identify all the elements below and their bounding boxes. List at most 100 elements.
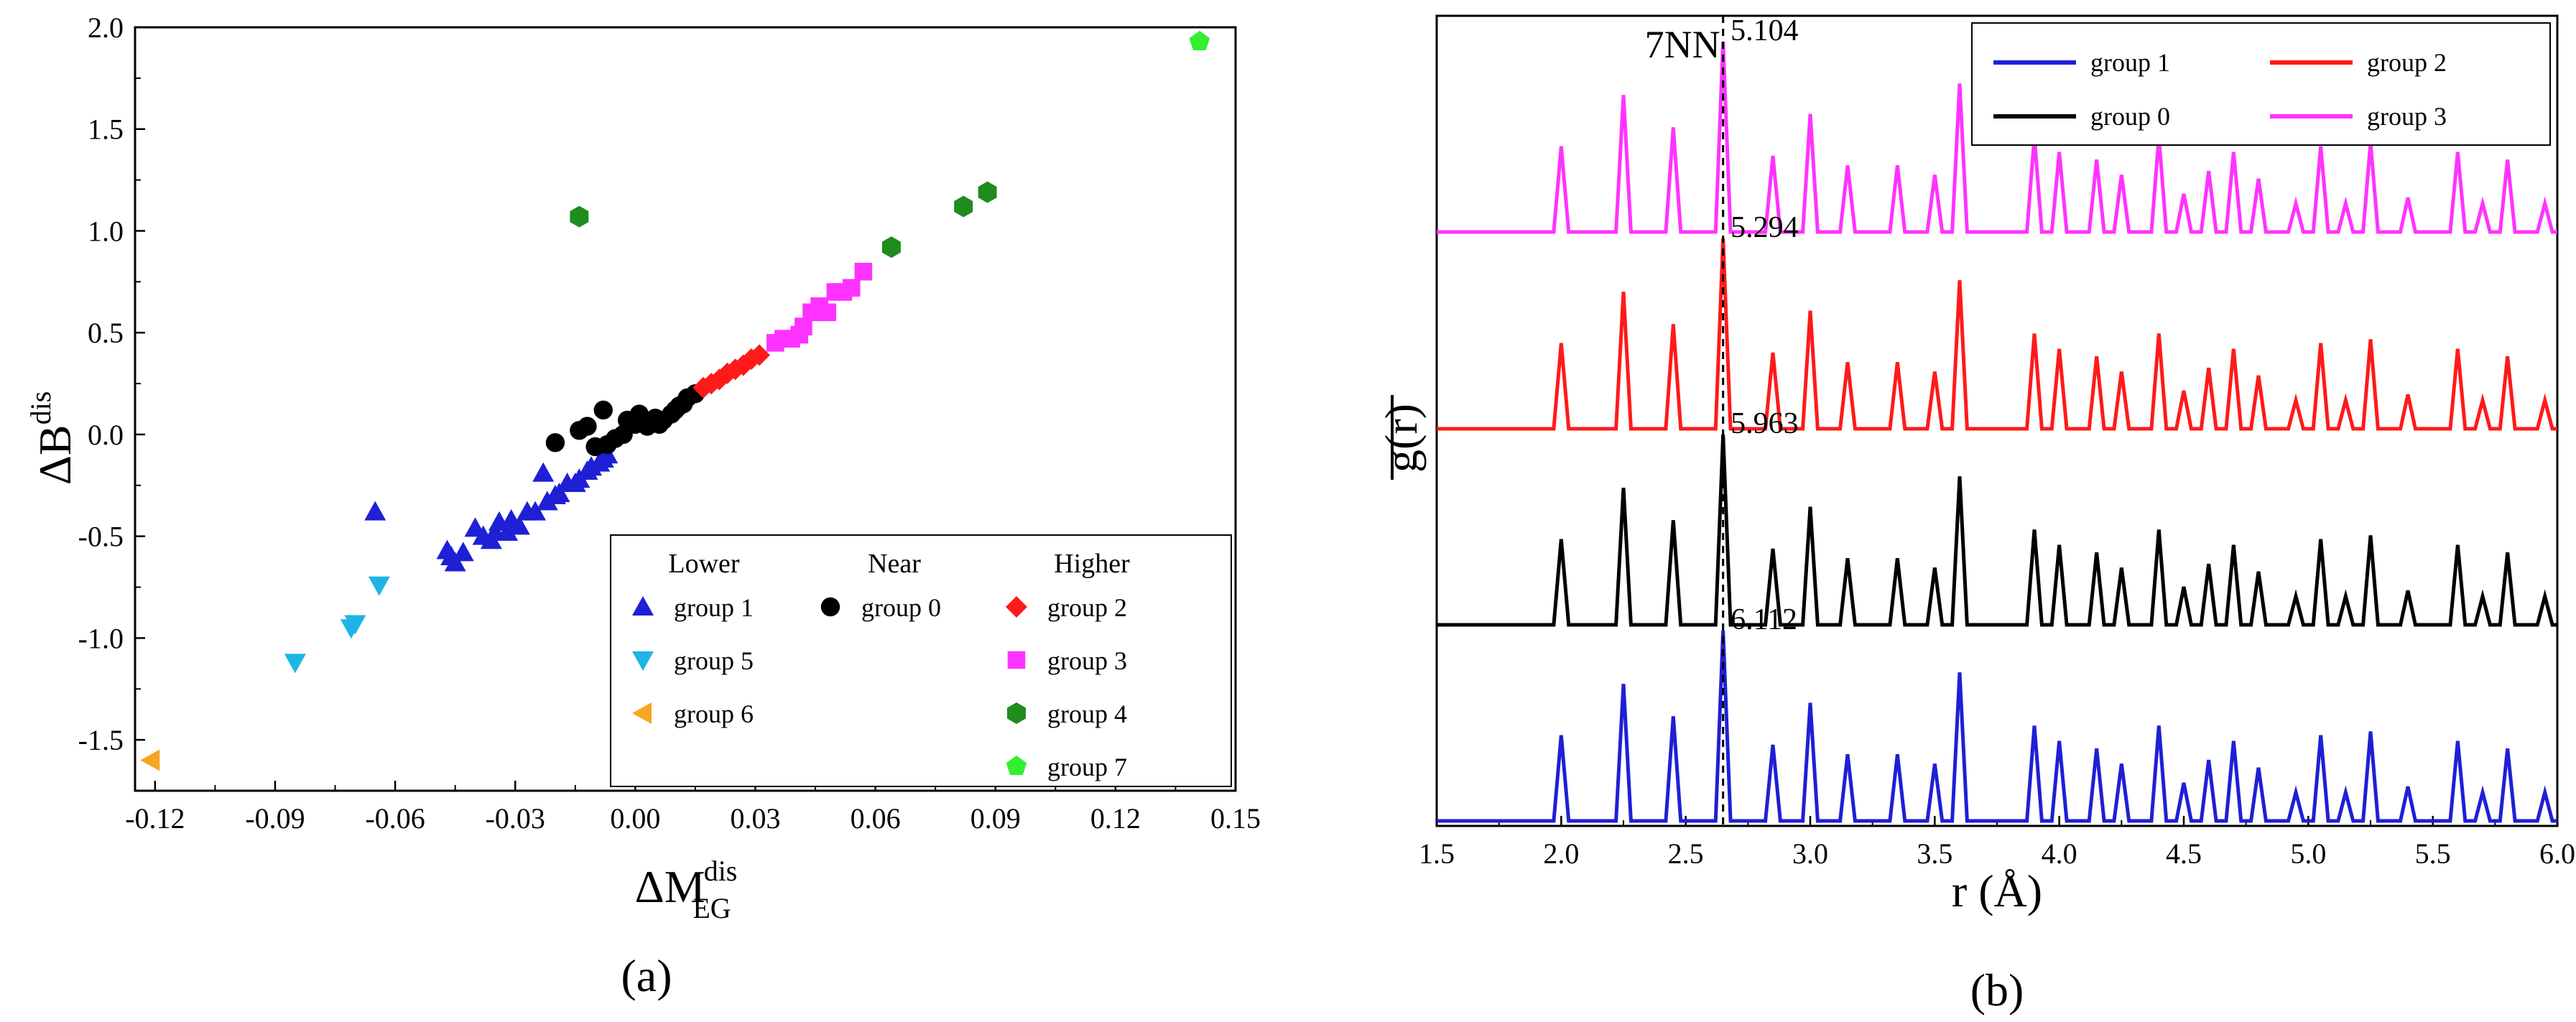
panel-a-legend-label-group6: group 6 bbox=[674, 700, 754, 728]
panel-a-x-tick-label: 0.03 bbox=[730, 802, 780, 835]
panel-a-legend-marker-group5 bbox=[632, 651, 654, 671]
panel-a-x-axis-title-sup: dis bbox=[704, 855, 738, 887]
panel-b-series-lines bbox=[1437, 41, 2557, 823]
panel-a-plot-frame bbox=[134, 26, 1237, 792]
panel-b-7nn-label: 7NN bbox=[1645, 23, 1720, 66]
panel-b-legend-box bbox=[1971, 22, 2551, 146]
panel-a-point-group1 bbox=[532, 462, 555, 482]
panel-a-y-tick-label: 1.0 bbox=[88, 215, 124, 247]
panel-a-legend-marker-group7 bbox=[1006, 756, 1027, 776]
panel-a-legend-header: Near bbox=[868, 549, 921, 579]
panel-a-legend-marker-group3 bbox=[1007, 651, 1026, 669]
panel-b-peak-label-group1: 6.112 bbox=[1731, 603, 1797, 636]
panel-b-y-axis-title: g(r) bbox=[1376, 404, 1427, 473]
panel-b-x-tick-label: 1.5 bbox=[1419, 837, 1455, 870]
panel-a-point-group1 bbox=[452, 542, 474, 562]
panel-a-y-tick-label: 1.5 bbox=[88, 113, 124, 146]
panel-a-point-group7 bbox=[1189, 30, 1210, 50]
panel-a-y-axis-title-main: ΔB bbox=[29, 424, 80, 485]
panel-b-x-axis-title: r (Å) bbox=[1952, 865, 2042, 916]
panel-b-series-line-group0 bbox=[1437, 434, 2557, 627]
panel-a-point-group5 bbox=[368, 576, 390, 596]
panel-a-point-group5 bbox=[344, 615, 366, 635]
panel-a-legend-label-group3: group 3 bbox=[1047, 646, 1127, 675]
panel-a-point-group1 bbox=[364, 501, 386, 521]
panel-b-label: (b) bbox=[1970, 965, 2024, 1016]
panel-a-legend-marker-group0 bbox=[820, 597, 840, 617]
panel-b-legend: group 1 group 2 group 0 group 3 bbox=[1971, 22, 2551, 146]
panel-a-point-group1 bbox=[548, 483, 570, 503]
panel-b-x-tick-label: 5.5 bbox=[2415, 837, 2451, 870]
panel-b-x-tick-label: 2.5 bbox=[1668, 837, 1704, 870]
panel-a-x-tick-label: -0.06 bbox=[365, 802, 425, 835]
panel-a-x-tick-label: 0.12 bbox=[1090, 802, 1141, 835]
panel-a-y-axis-title-sup: dis bbox=[24, 391, 57, 425]
panel-b-x-tick-label: 4.0 bbox=[2042, 837, 2077, 870]
panel-a-legend-marker-group4 bbox=[1007, 702, 1026, 724]
panel-a-point-group3 bbox=[818, 303, 837, 322]
panel-a-label: (a) bbox=[621, 950, 672, 1001]
panel-b-legend-label-group0: group 0 bbox=[2090, 102, 2170, 131]
panel-a-x-ticks: -0.12 -0.09 -0.06 -0.03 0.00 0.03 0.06 0.09 0.12… bbox=[125, 781, 1261, 835]
panel-a-x-axis-title: ΔMdis EG bbox=[635, 855, 738, 924]
panel-a-legend-label-group4: group 4 bbox=[1047, 700, 1127, 728]
panel-a-point-group1 bbox=[496, 521, 519, 541]
panel-a-point-group3 bbox=[854, 262, 873, 281]
panel-b-line-plot: 1.5 2.0 2.5 3.0 3.5 4.0 4.5 5.0 5.5 6.0 5.104 5.29… bbox=[1376, 14, 2575, 1016]
panel-b-7nn-reference-line: 7NN bbox=[1645, 16, 1725, 826]
panel-a-x-axis-title-main: ΔM bbox=[635, 861, 705, 912]
panel-a-point-group6 bbox=[140, 749, 160, 771]
panel-a-x-tick-label: 0.15 bbox=[1210, 802, 1261, 835]
panel-a-y-tick-label: 0.0 bbox=[88, 419, 124, 451]
panel-a-legend-header: Higher bbox=[1054, 549, 1130, 579]
panel-a-x-tick-label: -0.09 bbox=[245, 802, 305, 835]
panel-a-point-group4 bbox=[954, 195, 973, 218]
panel-a-y-tick-label: 0.5 bbox=[88, 317, 124, 349]
panel-a-y-tick-label: -1.0 bbox=[78, 622, 124, 654]
panel-a-point-group4 bbox=[978, 181, 997, 203]
panel-a-x-tick-label: 0.00 bbox=[610, 802, 660, 835]
panel-a-legend-box bbox=[610, 534, 1232, 787]
panel-a-legend-label-group1: group 1 bbox=[674, 593, 754, 622]
panel-a-point-group3 bbox=[842, 279, 861, 297]
panel-b-x-tick-label: 5.0 bbox=[2290, 837, 2326, 870]
panel-b-x-tick-label: 3.5 bbox=[1917, 837, 1952, 870]
panel-a-point-group1 bbox=[508, 515, 530, 535]
panel-a-legend-label-group5: group 5 bbox=[674, 646, 754, 675]
panel-b-x-tick-label: 4.5 bbox=[2166, 837, 2202, 870]
panel-a-y-axis-title: ΔBdis bbox=[24, 391, 80, 486]
panel-a-point-group4 bbox=[881, 236, 901, 259]
panel-a-point-group0 bbox=[593, 400, 613, 420]
panel-a-point-group2 bbox=[749, 344, 771, 366]
panel-a-legend: Lower Near Higher group 1 group 5 group 6 grou… bbox=[610, 534, 1232, 787]
panel-b-peak-annotations: 5.104 5.294 5.963 6.112 bbox=[1731, 14, 1799, 636]
panel-b-peak-label-group2: 5.294 bbox=[1731, 211, 1799, 244]
panel-a-point-group1 bbox=[524, 501, 547, 521]
panel-a-y-tick-label: 2.0 bbox=[88, 11, 124, 44]
panel-a-y-tick-label: -0.5 bbox=[78, 521, 124, 553]
panel-a-x-axis-title-sub: EG bbox=[692, 892, 731, 924]
panel-b-peak-label-group0: 5.963 bbox=[1731, 407, 1799, 440]
panel-a-data-points bbox=[140, 30, 1210, 771]
panel-b-legend-label-group1: group 1 bbox=[2090, 48, 2170, 77]
panel-a-point-group5 bbox=[284, 654, 306, 674]
panel-a-y-ticks: -1.5 -1.0 -0.5 0.0 0.5 1.0 1.5 2.0 bbox=[78, 11, 145, 756]
panel-a-x-tick-label: -0.03 bbox=[486, 802, 545, 835]
panel-a-legend-header: Lower bbox=[668, 549, 740, 579]
panel-a-legend-marker-group1 bbox=[632, 596, 654, 615]
panel-b-series-line-group3 bbox=[1437, 41, 2557, 234]
panel-a-point-group1 bbox=[444, 552, 466, 572]
panel-a-point-group3 bbox=[794, 317, 812, 335]
panel-a-point-group0 bbox=[545, 433, 565, 452]
panel-b-legend-label-group3: group 3 bbox=[2367, 102, 2447, 131]
panel-a-legend-marker-group2 bbox=[1006, 596, 1027, 618]
panel-b-legend-label-group2: group 2 bbox=[2367, 48, 2447, 77]
panel-a-point-group0 bbox=[578, 417, 597, 436]
panel-a-legend-label-group2: group 2 bbox=[1047, 593, 1127, 622]
panel-a-point-group4 bbox=[570, 205, 589, 228]
panel-a-legend-label-group7: group 7 bbox=[1047, 753, 1127, 781]
panel-a-x-tick-label: 0.06 bbox=[851, 802, 901, 835]
panel-b-x-tick-label: 3.0 bbox=[1792, 837, 1828, 870]
panel-a-legend-label-group0: group 0 bbox=[861, 593, 941, 622]
